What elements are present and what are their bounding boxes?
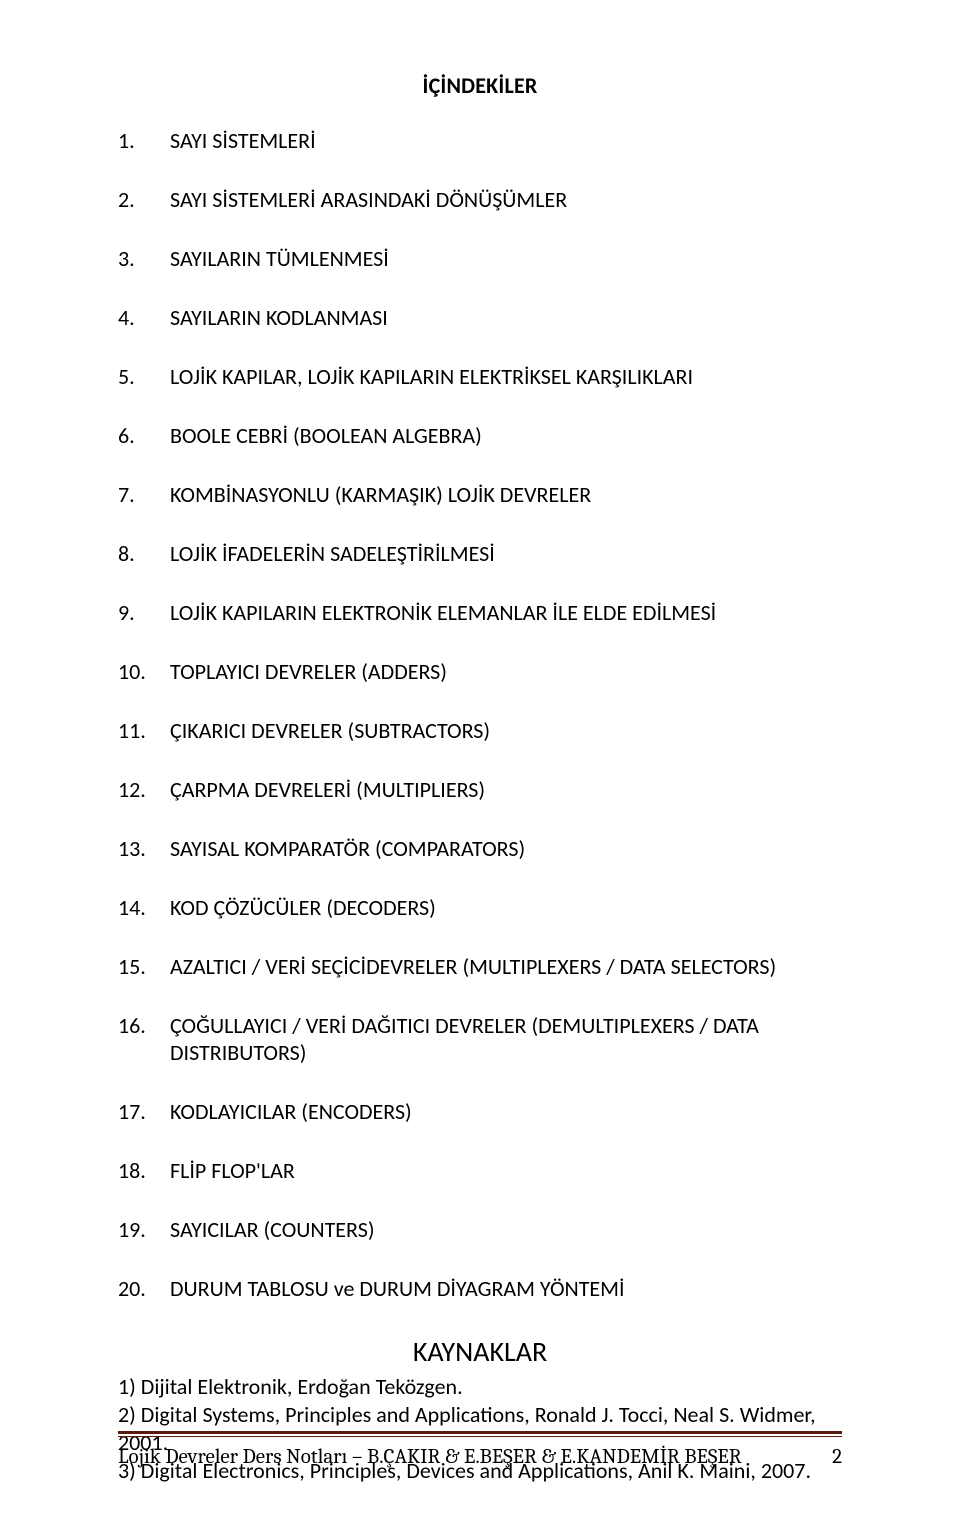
page: İÇİNDEKİLER 1.SAYI SİSTEMLERİ2.SAYI SİST…: [0, 0, 960, 1515]
toc-text: LOJİK İFADELERİN SADELEŞTİRİLMESİ: [170, 540, 842, 567]
toc-text: ÇIKARICI DEVRELER (SUBTRACTORS): [170, 717, 842, 744]
toc-row: 3.SAYILARIN TÜMLENMESİ: [118, 245, 842, 272]
toc-text: ÇOĞULLAYICI / VERİ DAĞITICI DEVRELER (DE…: [170, 1012, 842, 1066]
footer-text: Lojik Devreler Ders Notları – B.ÇAKIR & …: [118, 1445, 742, 1469]
toc-title: İÇİNDEKİLER: [118, 72, 842, 99]
toc-row: 12.ÇARPMA DEVRELERİ (MULTIPLIERS): [118, 776, 842, 803]
toc-text: FLİP FLOP'LAR: [170, 1157, 842, 1184]
toc-text: KOD ÇÖZÜCÜLER (DECODERS): [170, 894, 842, 921]
toc-text: SAYILARIN TÜMLENMESİ: [170, 245, 842, 272]
toc-number: 10.: [118, 658, 170, 685]
toc-number: 20.: [118, 1275, 170, 1302]
toc-text: SAYI SİSTEMLERİ: [170, 127, 842, 154]
toc-row: 9.LOJİK KAPILARIN ELEKTRONİK ELEMANLAR İ…: [118, 599, 842, 626]
toc-number: 7.: [118, 481, 170, 508]
toc-row: 8.LOJİK İFADELERİN SADELEŞTİRİLMESİ: [118, 540, 842, 567]
toc-row: 5.LOJİK KAPILAR, LOJİK KAPILARIN ELEKTRİ…: [118, 363, 842, 390]
toc-text: DURUM TABLOSU ve DURUM DİYAGRAM YÖNTEMİ: [170, 1275, 842, 1302]
toc-number: 2.: [118, 186, 170, 213]
toc-text: SAYILARIN KODLANMASI: [170, 304, 842, 331]
toc-text: BOOLE CEBRİ (BOOLEAN ALGEBRA): [170, 422, 842, 449]
toc-text: SAYI SİSTEMLERİ ARASINDAKİ DÖNÜŞÜMLER: [170, 186, 842, 213]
toc-number: 13.: [118, 835, 170, 862]
toc-number: 16.: [118, 1012, 170, 1066]
footer-rule: [118, 1431, 842, 1437]
toc-row: 1.SAYI SİSTEMLERİ: [118, 127, 842, 154]
page-footer: Lojik Devreler Ders Notları – B.ÇAKIR & …: [118, 1431, 842, 1469]
toc-number: 5.: [118, 363, 170, 390]
toc-row: 18.FLİP FLOP'LAR: [118, 1157, 842, 1184]
toc-text: AZALTICI / VERİ SEÇİCİDEVRELER (MULTIPLE…: [170, 953, 842, 980]
toc-row: 7.KOMBİNASYONLU (KARMAŞIK) LOJİK DEVRELE…: [118, 481, 842, 508]
toc-number: 15.: [118, 953, 170, 980]
footer-page-number: 2: [832, 1445, 842, 1469]
toc-row: 4.SAYILARIN KODLANMASI: [118, 304, 842, 331]
toc-list: 1.SAYI SİSTEMLERİ 2.SAYI SİSTEMLERİ ARASI…: [118, 127, 842, 1302]
toc-number: 14.: [118, 894, 170, 921]
toc-number: 9.: [118, 599, 170, 626]
toc-row: 15.AZALTICI / VERİ SEÇİCİDEVRELER (MULTI…: [118, 953, 842, 980]
references-title: KAYNAKLAR: [118, 1334, 842, 1369]
toc-number: 8.: [118, 540, 170, 567]
toc-text: TOPLAYICI DEVRELER (ADDERS): [170, 658, 842, 685]
toc-row: 6.BOOLE CEBRİ (BOOLEAN ALGEBRA): [118, 422, 842, 449]
toc-number: 3.: [118, 245, 170, 272]
toc-number: 19.: [118, 1216, 170, 1243]
toc-text: SAYISAL KOMPARATÖR (COMPARATORS): [170, 835, 842, 862]
toc-number: 4.: [118, 304, 170, 331]
toc-row: 20.DURUM TABLOSU ve DURUM DİYAGRAM YÖNTE…: [118, 1275, 842, 1302]
toc-number: 11.: [118, 717, 170, 744]
footer-line: Lojik Devreler Ders Notları – B.ÇAKIR & …: [118, 1445, 842, 1469]
toc-row: 19.SAYICILAR (COUNTERS): [118, 1216, 842, 1243]
toc-row: 10.TOPLAYICI DEVRELER (ADDERS): [118, 658, 842, 685]
toc-row: 16.ÇOĞULLAYICI / VERİ DAĞITICI DEVRELER …: [118, 1012, 842, 1066]
toc-text: LOJİK KAPILARIN ELEKTRONİK ELEMANLAR İLE…: [170, 599, 842, 626]
reference-line: 1) Dijital Elektronik, Erdoğan Teközgen.: [118, 1373, 842, 1401]
toc-number: 17.: [118, 1098, 170, 1125]
toc-text: SAYICILAR (COUNTERS): [170, 1216, 842, 1243]
toc-text: ÇARPMA DEVRELERİ (MULTIPLIERS): [170, 776, 842, 803]
toc-number: 18.: [118, 1157, 170, 1184]
toc-number: 6.: [118, 422, 170, 449]
toc-row: 13.SAYISAL KOMPARATÖR (COMPARATORS): [118, 835, 842, 862]
toc-row: 14.KOD ÇÖZÜCÜLER (DECODERS): [118, 894, 842, 921]
toc-row: 17.KODLAYICILAR (ENCODERS): [118, 1098, 842, 1125]
toc-number: 1.: [118, 127, 170, 154]
toc-number: 12.: [118, 776, 170, 803]
toc-text: KODLAYICILAR (ENCODERS): [170, 1098, 842, 1125]
toc-text: LOJİK KAPILAR, LOJİK KAPILARIN ELEKTRİKS…: [170, 363, 842, 390]
toc-text: KOMBİNASYONLU (KARMAŞIK) LOJİK DEVRELER: [170, 481, 842, 508]
toc-row: 2.SAYI SİSTEMLERİ ARASINDAKİ DÖNÜŞÜMLER: [118, 186, 842, 213]
toc-row: 11.ÇIKARICI DEVRELER (SUBTRACTORS): [118, 717, 842, 744]
